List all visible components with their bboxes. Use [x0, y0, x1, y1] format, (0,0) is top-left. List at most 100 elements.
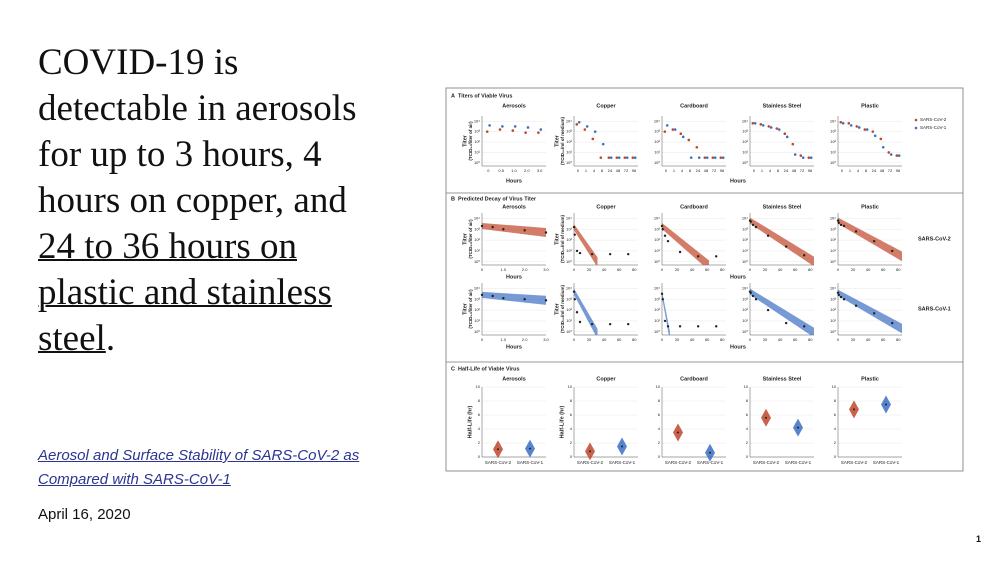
data-point	[633, 156, 637, 159]
section-label: C	[451, 366, 455, 372]
y-tick-label: 10	[832, 384, 837, 389]
y-axis-title: Titer	[462, 134, 468, 147]
y-tick-label: 10⁰	[654, 160, 660, 165]
y-tick-label: 10³	[474, 226, 480, 231]
data-point	[849, 124, 853, 127]
data-point	[836, 291, 840, 294]
x-tick-label: 72	[888, 168, 893, 173]
x-tick-label: 0	[573, 267, 576, 272]
heading: COVID-19 is detectable in aerosols for u…	[38, 40, 378, 362]
y-axis-title: Titer	[554, 302, 560, 315]
x-tick-label: 2.0	[522, 337, 528, 342]
x-tick-label: SARS-CoV-1	[873, 460, 900, 465]
y-tick-label: 8	[834, 398, 837, 403]
x-tick-label: 1	[849, 168, 852, 173]
data-point	[766, 308, 770, 312]
data-point	[855, 125, 859, 128]
x-tick-label: 0	[753, 168, 756, 173]
y-tick-label: 10⁰	[830, 259, 836, 264]
y-tick-label: 10⁰	[566, 329, 572, 334]
x-tick-label: 0	[661, 267, 664, 272]
y-tick-label: 10⁰	[830, 329, 836, 334]
x-tick-label: 80	[896, 337, 901, 342]
y-tick-label: 10¹	[742, 248, 748, 253]
data-point	[575, 311, 579, 314]
data-point	[803, 254, 806, 257]
x-tick-label: 0	[573, 337, 576, 342]
y-axis-units: (TCID₅₀/ml of medium)	[560, 284, 565, 333]
y-tick-label: 6	[478, 412, 481, 417]
y-tick-label: 10³	[474, 129, 480, 134]
y-tick-label: 10²	[654, 139, 660, 144]
data-point	[573, 298, 576, 301]
x-tick-label: 48	[616, 168, 621, 173]
y-axis-units: (TCID₅₀/liter of air)	[468, 289, 473, 329]
data-point	[544, 299, 548, 302]
legend-label: SARS-CoV-2	[920, 117, 947, 122]
data-point	[591, 137, 595, 141]
data-point	[793, 153, 797, 156]
panel-title: Stainless Steel	[763, 103, 802, 109]
data-point	[689, 156, 693, 159]
y-axis-title: Titer	[554, 232, 560, 245]
data-point	[661, 228, 664, 231]
median-dot	[621, 445, 623, 448]
x-tick-label: 60	[881, 337, 886, 342]
data-point	[839, 295, 843, 299]
article-link[interactable]: Aerosol and Surface Stability of SARS-Co…	[38, 447, 360, 488]
section-label: A	[451, 93, 455, 99]
x-tick-label: 60	[617, 337, 622, 342]
x-axis-title: Hours	[506, 274, 522, 280]
data-point	[666, 325, 670, 328]
y-tick-label: 10⁰	[742, 329, 748, 334]
y-tick-label: 10²	[566, 237, 572, 242]
x-tick-label: SARS-CoV-2	[577, 460, 604, 465]
x-axis-title: Hours	[730, 344, 746, 350]
y-tick-label: 8	[746, 398, 749, 403]
panel-title: Cardboard	[680, 376, 708, 382]
y-tick-label: 10²	[830, 307, 836, 312]
data-point	[663, 319, 667, 323]
y-tick-label: 6	[658, 412, 661, 417]
data-point	[593, 130, 597, 133]
x-tick-label: 60	[793, 337, 798, 342]
y-tick-label: 10²	[830, 237, 836, 242]
y-tick-label: 4	[746, 426, 749, 431]
y-tick-label: 10³	[566, 226, 572, 231]
data-point	[891, 249, 894, 253]
x-tick-label: 48	[880, 168, 885, 173]
y-tick-label: 10²	[566, 139, 572, 144]
data-point	[854, 230, 858, 233]
y-tick-label: 10¹	[654, 150, 660, 155]
data-point	[696, 325, 700, 328]
y-tick-label: 2	[746, 440, 749, 445]
data-point	[577, 120, 581, 124]
data-point	[485, 130, 489, 133]
data-point	[879, 137, 883, 141]
y-tick-label: 10⁴	[742, 118, 748, 123]
x-tick-label: 0	[481, 337, 484, 342]
y-tick-label: 10³	[566, 296, 572, 301]
x-tick-label: 2.0	[524, 168, 530, 173]
section-title: Half-Life of Viable Virus	[458, 366, 520, 372]
x-tick-label: 40	[778, 267, 783, 272]
data-point	[837, 293, 840, 297]
data-point	[498, 128, 502, 131]
y-tick-label: 2	[478, 440, 481, 445]
y-tick-label: 10	[568, 384, 573, 389]
data-point	[754, 225, 758, 229]
panel-title: Aerosols	[502, 376, 526, 382]
y-tick-label: 10¹	[830, 318, 836, 323]
x-tick-label: SARS-CoV-2	[665, 460, 692, 465]
x-tick-label: 20	[587, 267, 592, 272]
y-tick-label: 4	[570, 426, 573, 431]
y-axis-units: (TCID₅₀/ml of medium)	[560, 116, 565, 165]
y-tick-label: 10¹	[474, 248, 480, 253]
x-tick-label: 8	[689, 168, 692, 173]
data-point	[501, 125, 504, 128]
data-point	[872, 312, 876, 315]
decay-band	[482, 291, 546, 305]
x-tick-label: 96	[808, 168, 813, 173]
legend-label: SARS-CoV-1	[920, 125, 947, 130]
median-dot	[497, 448, 499, 451]
